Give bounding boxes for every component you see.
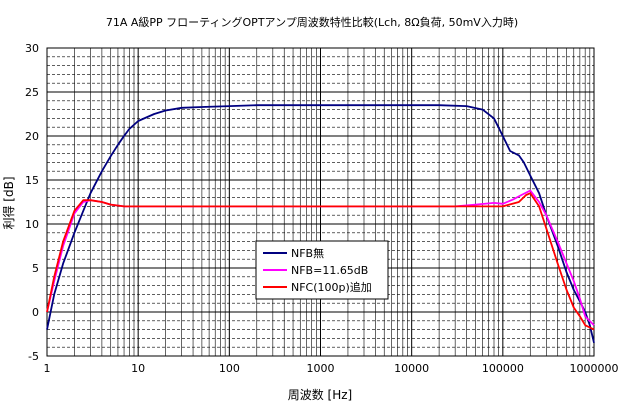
- legend-items: NFB無 NFB=11.65dB NFC(100p)追加: [263, 246, 372, 294]
- chart-title: 71A A級PP フローティングOPTアンプ周波数特性比較(Lch, 8Ω負荷,…: [106, 15, 518, 29]
- y-tick-labels: -5 0 5 10 15 20 25 30: [25, 42, 39, 363]
- x-tick-labels: 1 10 100 1000 10000 100000 1000000: [44, 362, 619, 375]
- x-tick-label: 100000: [482, 362, 524, 375]
- y-axis-title: 利得 [dB]: [1, 176, 16, 229]
- series-line-3: [46, 192, 595, 331]
- legend: NFB無 NFB=11.65dB NFC(100p)追加: [255, 240, 389, 300]
- x-tick-label: 1000000: [570, 362, 619, 375]
- y-tick-label: 5: [32, 262, 39, 275]
- x-axis-title: 周波数 [Hz]: [288, 387, 353, 402]
- legend-label-3: NFC(100p)追加: [291, 280, 372, 294]
- x-tick-label: 100: [219, 362, 240, 375]
- y-tick-label: 10: [25, 218, 39, 231]
- series-layer: [46, 104, 595, 344]
- x-tick-label: 10000: [394, 362, 429, 375]
- plot-border: [46, 47, 595, 357]
- y-tick-label: 0: [32, 306, 39, 319]
- y-tick-label: -5: [28, 350, 39, 363]
- y-tick-label: 15: [25, 174, 39, 187]
- x-tick-label: 10: [131, 362, 145, 375]
- y-tick-label: 20: [25, 130, 39, 143]
- y-tick-label: 30: [25, 42, 39, 55]
- x-tick-label: 1: [44, 362, 51, 375]
- legend-label-2: NFB=11.65dB: [291, 264, 368, 277]
- x-tick-label: 1000: [307, 362, 335, 375]
- y-tick-label: 25: [25, 86, 39, 99]
- legend-label-1: NFB無: [291, 246, 324, 260]
